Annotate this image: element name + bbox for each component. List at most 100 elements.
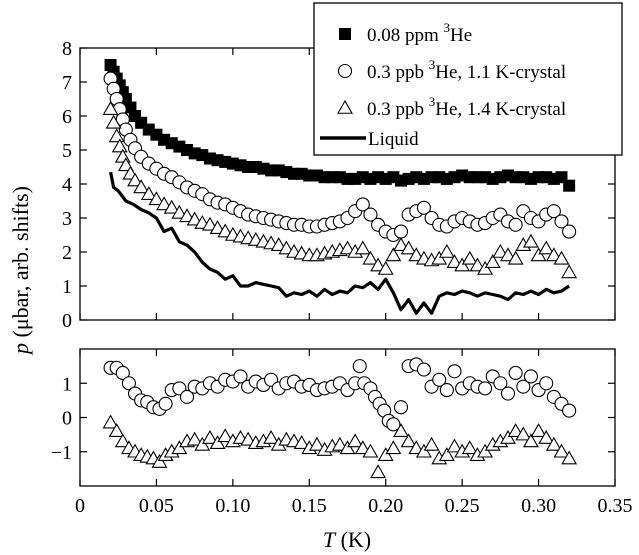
- data-point: [249, 161, 262, 173]
- data-point: [240, 431, 257, 446]
- series-open-circle: [103, 357, 577, 432]
- data-point: [563, 179, 576, 192]
- data-point: [400, 433, 417, 448]
- data-point: [186, 431, 203, 446]
- x-tick-label: 0.30: [521, 495, 556, 517]
- data-point: [293, 435, 310, 449]
- data-point: [201, 429, 218, 444]
- data-point: [484, 254, 501, 269]
- data-point: [393, 423, 409, 438]
- data-point: [454, 257, 471, 272]
- y-tick-label: 0: [62, 408, 72, 430]
- y-tick-label: 1: [62, 373, 72, 395]
- data-point: [562, 224, 577, 239]
- y-axis-label: p (μbar, arb. shifts): [8, 186, 33, 356]
- data-point: [469, 257, 486, 272]
- legend-box: [313, 2, 623, 156]
- data-point: [163, 199, 180, 214]
- data-point: [408, 440, 425, 455]
- data-point: [477, 443, 494, 458]
- data-point: [530, 423, 547, 438]
- data-point: [385, 247, 402, 262]
- legend-marker-filled-square: [339, 28, 351, 40]
- data-point: [408, 247, 425, 262]
- data-point: [377, 260, 394, 275]
- y-axis-label-unit: (μbar, arb. shifts): [8, 186, 33, 343]
- data-point: [546, 204, 561, 219]
- data-point: [515, 426, 532, 441]
- data-point: [400, 240, 417, 255]
- data-point: [561, 450, 578, 465]
- data-point: [500, 247, 516, 262]
- data-point: [477, 260, 494, 275]
- data-point: [111, 138, 128, 153]
- x-tick-label: 0.05: [139, 495, 174, 517]
- data-point: [438, 447, 455, 461]
- data-point: [446, 438, 463, 453]
- data-point: [508, 365, 523, 381]
- y-tick-label: 3: [62, 208, 72, 230]
- data-point: [478, 381, 493, 396]
- legend: 0.08 ppm 3He 0.3 ppb 3He, 1.1 K-crystal 0.…: [313, 2, 623, 156]
- data-point: [140, 186, 157, 200]
- data-point: [538, 240, 555, 255]
- data-point: [127, 172, 143, 187]
- data-point: [447, 364, 462, 379]
- data-point: [393, 224, 409, 239]
- x-axis-label-unit: (K): [335, 527, 371, 552]
- data-point: [352, 359, 367, 374]
- data-point: [393, 237, 409, 251]
- data-point: [553, 250, 570, 265]
- data-point: [151, 453, 168, 468]
- data-point: [530, 247, 547, 262]
- data-point: [339, 440, 356, 455]
- data-point: [186, 211, 203, 226]
- data-point: [308, 436, 325, 451]
- x-axis-label-var: T: [323, 527, 337, 552]
- data-point: [270, 237, 287, 251]
- data-point: [377, 447, 394, 461]
- data-point: [539, 376, 554, 391]
- legend-marker-open-circle: [337, 63, 353, 79]
- data-point: [554, 214, 569, 229]
- data-point: [194, 436, 211, 451]
- data-point: [102, 414, 119, 429]
- data-point: [158, 396, 173, 411]
- series-open-triangle: [102, 414, 578, 479]
- series-open-circle: [103, 71, 577, 243]
- data-point: [117, 157, 134, 172]
- legend-label: 0.3 ppb 3He, 1.1 K-crystal: [367, 57, 566, 83]
- x-axis-label: T (K): [323, 527, 371, 552]
- y-tick-label: 1: [62, 276, 72, 298]
- y-tick-label: 0: [62, 310, 72, 332]
- data-point: [492, 243, 509, 258]
- data-point: [545, 436, 562, 451]
- data-point: [423, 436, 440, 451]
- y-tick-label: 6: [62, 106, 72, 128]
- data-point: [416, 362, 431, 377]
- data-point: [179, 389, 195, 405]
- data-point: [171, 204, 188, 219]
- data-point: [522, 233, 539, 248]
- top-panel-data: [102, 59, 578, 315]
- data-point: [432, 372, 447, 387]
- data-point: [133, 179, 150, 194]
- data-point: [522, 433, 539, 448]
- data-point: [179, 208, 195, 223]
- series-open-triangle: [102, 101, 578, 279]
- data-point: [171, 440, 188, 455]
- data-point: [493, 376, 508, 391]
- data-point: [431, 250, 448, 265]
- data-point: [209, 220, 226, 234]
- data-point: [562, 403, 577, 418]
- data-point: [331, 436, 348, 451]
- data-point: [105, 114, 122, 129]
- data-point: [114, 433, 131, 448]
- data-point: [209, 435, 226, 449]
- data-point: [115, 365, 130, 381]
- data-point: [217, 428, 234, 443]
- liquid-line: [109, 171, 570, 315]
- data-point: [393, 400, 409, 415]
- series-filled-square: [104, 59, 576, 192]
- data-point: [362, 443, 379, 458]
